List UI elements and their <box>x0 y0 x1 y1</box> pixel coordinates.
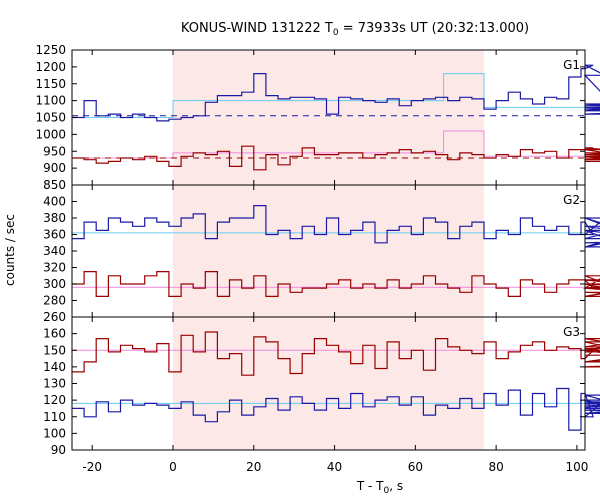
x-tick-label: 0 <box>169 460 177 474</box>
y-tick-label: 1050 <box>35 111 66 125</box>
highlight-region <box>172 185 485 317</box>
series-1-2 <box>72 145 600 171</box>
fit-line-1-3 <box>72 130 585 159</box>
x-tick-label: -20 <box>82 460 102 474</box>
y-tick-label: 90 <box>51 443 66 457</box>
y-tick-label: 110 <box>43 410 66 424</box>
y-tick-label: 1150 <box>35 77 66 91</box>
frame-layer <box>71 49 586 451</box>
y-tick-label: 160 <box>43 327 66 341</box>
x-axis-label: T - T0, s <box>356 479 403 496</box>
y-tick-label: 300 <box>43 277 66 291</box>
series-1-1 <box>72 64 600 122</box>
y-axis-label: counts / sec <box>3 214 17 286</box>
background-layer <box>172 50 485 450</box>
y-tick-label: 100 <box>43 426 66 440</box>
series-layer <box>72 64 600 431</box>
y-tick-label: 400 <box>43 195 66 209</box>
series-2-2 <box>72 271 600 297</box>
highlight-region <box>172 50 485 185</box>
y-tick-label: 320 <box>43 261 66 275</box>
y-tick-label: 130 <box>43 377 66 391</box>
y-tick-label: 950 <box>43 144 66 158</box>
chart-title: KONUS-WIND 131222 T0 = 73933s UT (20:32:… <box>181 21 529 38</box>
y-tick-label: 260 <box>43 310 66 324</box>
y-tick-label: 1250 <box>35 43 66 57</box>
highlight-region <box>172 317 485 450</box>
y-tick-label: 150 <box>43 343 66 357</box>
panel-label: G1 <box>563 58 580 72</box>
x-tick-label: 40 <box>327 460 342 474</box>
y-tick-label: 850 <box>43 178 66 192</box>
fit-layer <box>72 73 585 404</box>
y-tick-label: 120 <box>43 393 66 407</box>
x-tick-label: 100 <box>565 460 588 474</box>
panel-label: G3 <box>563 325 580 339</box>
y-tick-label: 140 <box>43 360 66 374</box>
y-tick-label: 1200 <box>35 60 66 74</box>
series-3-1 <box>72 331 600 376</box>
y-tick-label: 340 <box>43 244 66 258</box>
y-tick-label: 280 <box>43 294 66 308</box>
y-tick-label: 1100 <box>35 94 66 108</box>
panel-frame-3 <box>71 316 586 451</box>
y-tick-label: 900 <box>43 161 66 175</box>
text-layer: KONUS-WIND 131222 T0 = 73933s UT (20:32:… <box>3 21 588 496</box>
y-tick-label: 380 <box>43 211 66 225</box>
panel-label: G2 <box>563 193 580 207</box>
x-tick-label: 20 <box>246 460 261 474</box>
y-tick-label: 1000 <box>35 127 66 141</box>
x-tick-label: 80 <box>488 460 503 474</box>
y-tick-label: 360 <box>43 228 66 242</box>
series-3-2 <box>72 387 600 431</box>
series-2-1 <box>72 205 600 248</box>
x-tick-label: 60 <box>408 460 423 474</box>
